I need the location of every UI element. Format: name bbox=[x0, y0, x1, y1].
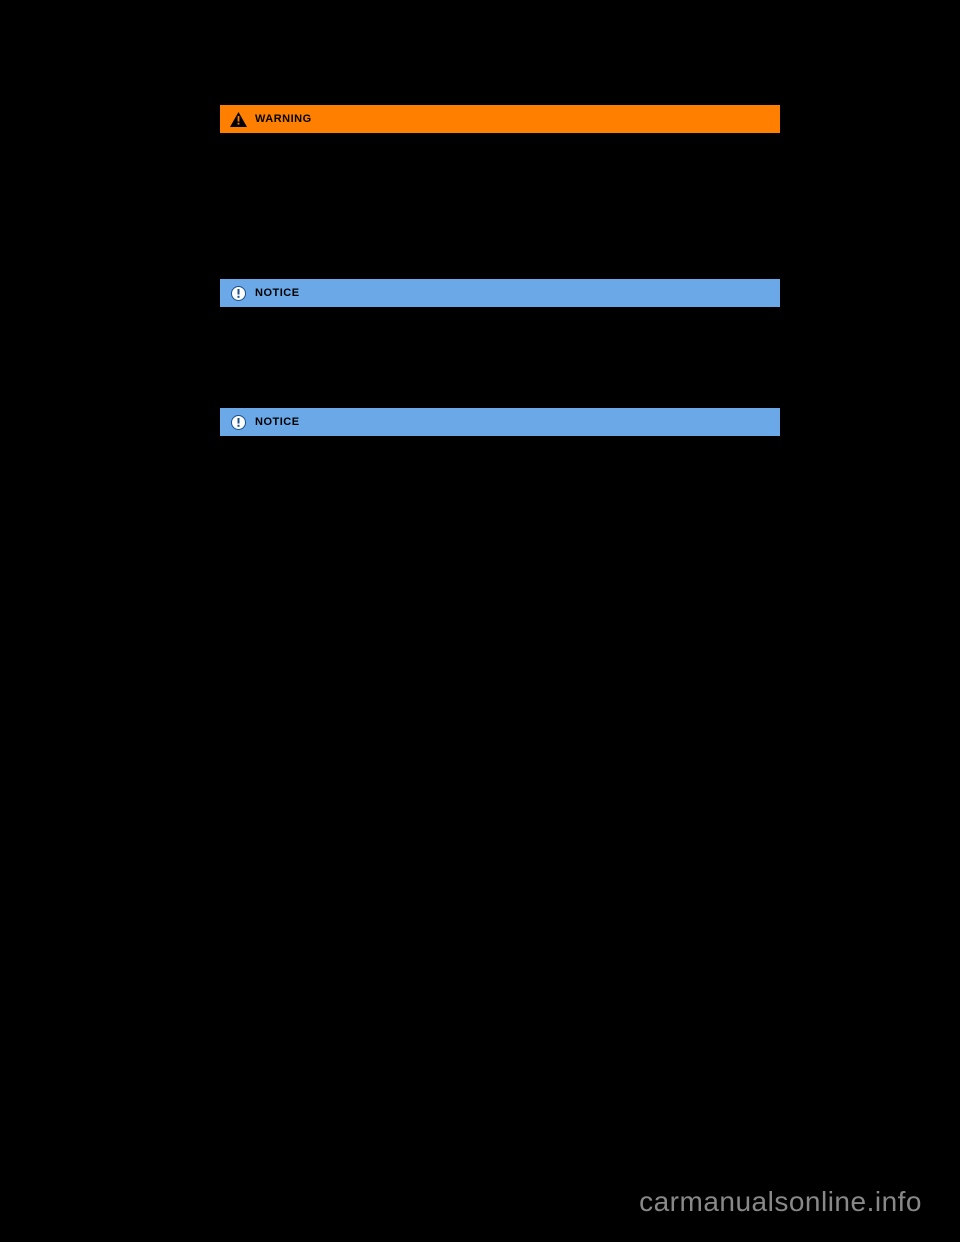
document-content: WARNING NOTICE NOTICE bbox=[220, 105, 780, 436]
notice-exclamation-icon bbox=[230, 286, 247, 301]
notice-callout: NOTICE bbox=[220, 408, 780, 436]
content-spacer bbox=[220, 307, 780, 408]
notice-exclamation-icon bbox=[230, 415, 247, 430]
notice-label: NOTICE bbox=[255, 416, 300, 428]
watermark-text: carmanualsonline.info bbox=[639, 1186, 922, 1218]
warning-callout: WARNING bbox=[220, 105, 780, 133]
warning-label: WARNING bbox=[255, 113, 312, 125]
notice-callout: NOTICE bbox=[220, 279, 780, 307]
warning-triangle-icon bbox=[230, 112, 247, 127]
content-spacer bbox=[220, 133, 780, 279]
notice-label: NOTICE bbox=[255, 287, 300, 299]
